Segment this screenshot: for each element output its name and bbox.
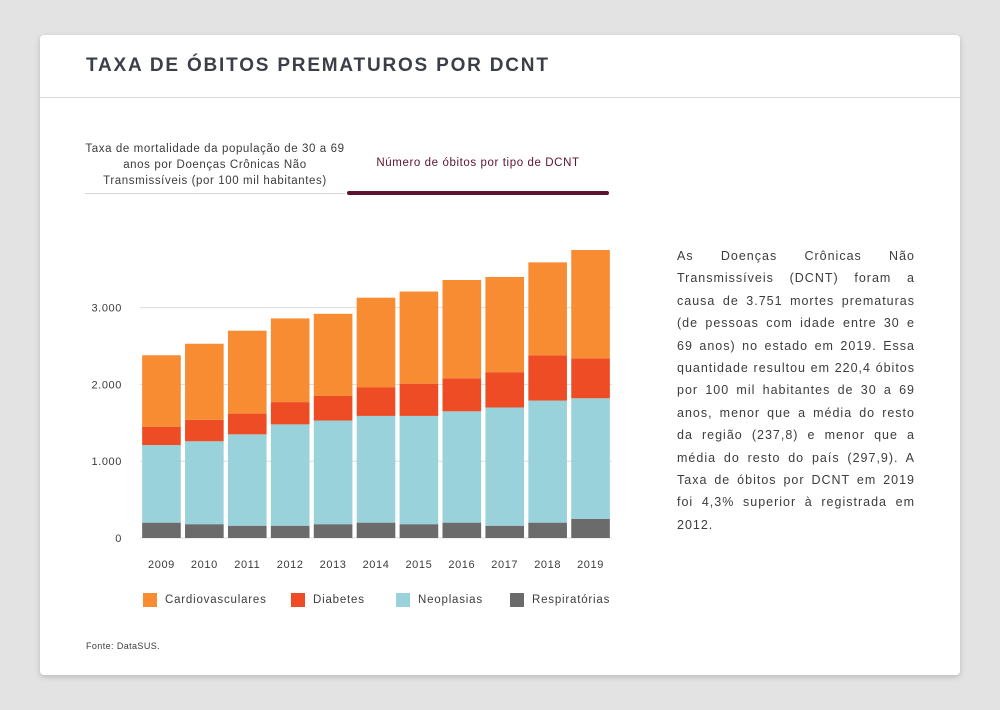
source-note: Fonte: DataSUS. — [86, 641, 161, 651]
tab-mortality-rate[interactable]: Taxa de mortalidade da população de 30 a… — [85, 143, 345, 187]
bar-segment-respiratorias — [399, 524, 439, 538]
bar-segment-diabetes — [356, 387, 396, 416]
bar-segment-respiratorias — [442, 522, 482, 538]
bar-segment-diabetes — [485, 372, 525, 408]
legend-swatch-neoplasias — [396, 593, 410, 607]
bar-segment-cardiovasculares — [528, 262, 567, 356]
bar-segment-cardiovasculares — [442, 280, 482, 379]
bar-segment-respiratorias — [227, 525, 267, 538]
legend-item-respiratorias[interactable]: Respiratórias — [510, 590, 610, 610]
bar-segment-respiratorias — [571, 518, 610, 538]
legend-label: Neoplasias — [418, 594, 483, 606]
bar-segment-diabetes — [313, 395, 353, 421]
bar-segment-diabetes — [571, 358, 610, 399]
x-tick-label: 2016 — [448, 559, 475, 571]
stacked-bar-chart: 0 1.000 2.000 3.000 2009 2010 2011 2012 2013 2014… — [91, 250, 612, 571]
x-tick-label: 2013 — [320, 559, 347, 571]
y-tick-label: 1.000 — [91, 456, 122, 468]
x-tick-label: 2015 — [405, 559, 432, 571]
chart-description: As Doenças Crônicas Não Transmissíveis (… — [677, 249, 915, 532]
bar-segment-diabetes — [270, 402, 310, 425]
y-tick-label: 3.000 — [91, 303, 122, 315]
bar-segment-cardiovasculares — [185, 343, 224, 420]
bar-segment-neoplasias — [313, 420, 353, 525]
bar-segment-neoplasias — [142, 445, 181, 523]
bar-segment-cardiovasculares — [485, 276, 525, 373]
x-tick-label: 2010 — [191, 559, 218, 571]
legend-label: Respiratórias — [532, 594, 611, 606]
bar-segment-cardiovasculares — [571, 250, 610, 359]
y-tick-label: 0 — [115, 533, 122, 545]
bar-segment-diabetes — [185, 419, 224, 442]
bar-segment-neoplasias — [356, 415, 396, 523]
tab-mortality-rate-underline — [85, 193, 345, 194]
legend-item-cardiovasculares[interactable]: Cardiovasculares — [143, 590, 267, 610]
bar-segment-diabetes — [142, 426, 181, 446]
legend-label: Cardiovasculares — [165, 594, 267, 606]
x-tick-label: 2012 — [277, 559, 304, 571]
legend-swatch-diabetes — [291, 593, 305, 607]
bar-segment-diabetes — [399, 383, 439, 416]
bar-segment-neoplasias — [227, 434, 267, 526]
x-tick-label: 2009 — [148, 559, 175, 571]
chart-tabs: Taxa de mortalidade da população de 30 a… — [85, 135, 609, 197]
chart-card: TAXA DE ÓBITOS PREMATUROS POR DCNT Taxa … — [40, 35, 960, 675]
bar-segment-cardiovasculares — [227, 330, 267, 414]
bar-segment-cardiovasculares — [356, 297, 396, 388]
card-header: TAXA DE ÓBITOS PREMATUROS POR DCNT — [40, 35, 960, 98]
page-title: TAXA DE ÓBITOS PREMATUROS POR DCNT — [86, 55, 550, 76]
active-tab-indicator — [347, 191, 609, 195]
legend-label: Diabetes — [313, 594, 365, 606]
bar-segment-neoplasias — [571, 398, 610, 519]
legend-swatch-respiratorias — [510, 593, 524, 607]
x-tick-label: 2019 — [577, 559, 604, 571]
bar-segment-neoplasias — [185, 441, 224, 525]
bar-segment-diabetes — [442, 378, 482, 412]
tab-deaths-by-type[interactable]: Número de óbitos por tipo de DCNT — [376, 157, 580, 169]
bar-segment-cardiovasculares — [142, 355, 181, 427]
bar-segment-respiratorias — [356, 522, 396, 538]
x-tick-label: 2014 — [363, 559, 390, 571]
bar-segment-respiratorias — [142, 522, 181, 538]
bar-segment-neoplasias — [528, 400, 567, 523]
x-tick-label: 2018 — [534, 559, 561, 571]
x-tick-label: 2011 — [234, 559, 260, 571]
bar-segment-neoplasias — [442, 411, 482, 523]
y-tick-label: 2.000 — [91, 379, 122, 391]
bar-segment-respiratorias — [485, 525, 525, 538]
bar-segment-neoplasias — [485, 407, 525, 526]
bar-segment-cardiovasculares — [313, 313, 353, 396]
bar-segment-respiratorias — [270, 525, 310, 538]
x-tick-label: 2017 — [491, 559, 518, 571]
bar-segment-respiratorias — [528, 522, 567, 538]
bar-segment-neoplasias — [399, 415, 439, 525]
legend-swatch-cardiovasculares — [143, 593, 157, 607]
bar-segment-diabetes — [528, 355, 567, 401]
bar-segment-cardiovasculares — [399, 291, 439, 384]
bar-segment-neoplasias — [270, 424, 310, 526]
bar-segment-cardiovasculares — [270, 318, 310, 403]
legend-item-diabetes[interactable]: Diabetes — [291, 590, 365, 610]
bar-segment-diabetes — [227, 413, 267, 435]
legend-item-neoplasias[interactable]: Neoplasias — [396, 590, 483, 610]
bar-segment-respiratorias — [313, 524, 353, 538]
bar-segment-respiratorias — [185, 524, 224, 538]
